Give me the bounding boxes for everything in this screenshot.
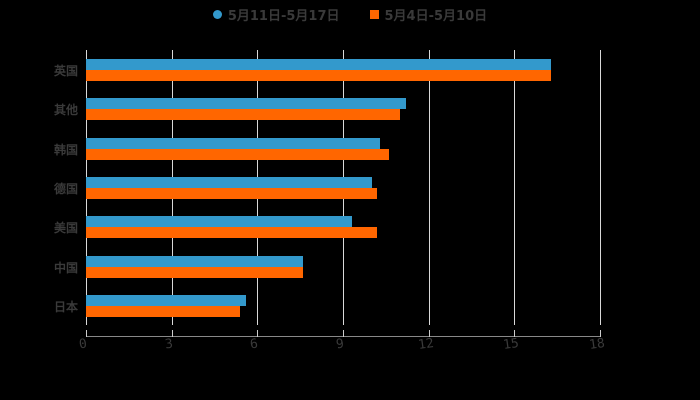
chart-legend: 5月11日-5月17日 5月4日-5月10日 bbox=[0, 4, 700, 24]
legend-label: 5月11日-5月17日 bbox=[227, 8, 340, 24]
category-label: 英国 bbox=[53, 64, 78, 78]
bar-series-1[interactable] bbox=[86, 216, 352, 228]
bar-series-1[interactable] bbox=[86, 176, 372, 188]
bar-series-1[interactable] bbox=[86, 294, 246, 306]
plot-area bbox=[86, 50, 601, 325]
category-label: 日本 bbox=[53, 299, 78, 314]
axis-tick bbox=[257, 330, 258, 337]
x-tick-label: 9 bbox=[335, 336, 345, 353]
x-tick-label: 3 bbox=[164, 336, 174, 353]
bar-series-2[interactable] bbox=[86, 266, 303, 278]
legend-item-series-1[interactable]: 5月11日-5月17日 bbox=[212, 4, 340, 24]
bar-series-1[interactable] bbox=[86, 98, 406, 110]
category-label: 其他 bbox=[53, 103, 78, 118]
bar-series-2[interactable] bbox=[86, 227, 377, 239]
axis-tick bbox=[86, 330, 87, 337]
axis-tick bbox=[514, 330, 515, 337]
bar-series-2[interactable] bbox=[86, 70, 551, 81]
bar-series-1[interactable] bbox=[86, 59, 551, 70]
legend-label: 5月4日-5月10日 bbox=[384, 8, 488, 24]
category-label: 美国 bbox=[53, 221, 78, 236]
bar-series-1[interactable] bbox=[86, 137, 380, 149]
gridline bbox=[514, 50, 515, 325]
bar-series-2[interactable] bbox=[86, 148, 389, 160]
x-tick-label: 12 bbox=[417, 335, 435, 354]
legend-square-icon bbox=[369, 9, 379, 19]
bar-series-2[interactable] bbox=[86, 305, 240, 317]
x-tick-label: 18 bbox=[588, 335, 606, 354]
category-label: 韩国 bbox=[53, 142, 78, 157]
axis-tick bbox=[429, 330, 430, 337]
legend-circle-icon bbox=[212, 9, 222, 19]
bar-series-2[interactable] bbox=[86, 109, 400, 121]
axis-tick bbox=[172, 330, 173, 337]
category-label: 德国 bbox=[53, 181, 78, 196]
x-tick-label: 0 bbox=[78, 336, 88, 353]
x-axis bbox=[86, 330, 601, 337]
x-tick-label: 15 bbox=[502, 335, 520, 354]
bar-series-2[interactable] bbox=[86, 187, 377, 199]
gridline bbox=[600, 50, 601, 325]
axis-tick bbox=[600, 330, 601, 337]
x-tick-label: 6 bbox=[249, 336, 259, 353]
category-label: 中国 bbox=[53, 260, 78, 275]
axis-tick bbox=[343, 330, 344, 337]
gridline bbox=[429, 50, 430, 325]
bar-series-1[interactable] bbox=[86, 255, 303, 267]
legend-item-series-2[interactable]: 5月4日-5月10日 bbox=[369, 4, 488, 24]
